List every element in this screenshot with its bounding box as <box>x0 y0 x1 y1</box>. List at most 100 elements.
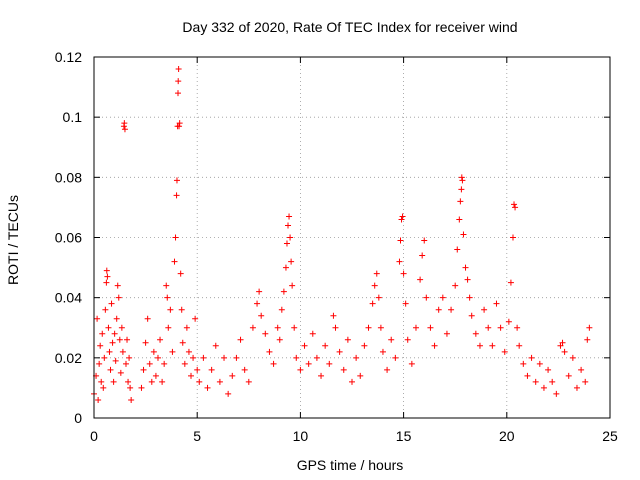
data-point <box>408 360 415 367</box>
data-point <box>466 294 473 301</box>
data-point <box>112 357 119 364</box>
data-point <box>140 366 147 373</box>
data-point <box>326 360 333 367</box>
data-point <box>150 348 157 355</box>
data-point <box>288 258 295 265</box>
data-point <box>216 378 223 385</box>
data-point <box>98 378 105 385</box>
y-tick-label: 0.02 <box>55 350 82 366</box>
data-point <box>501 348 508 355</box>
data-point <box>245 378 252 385</box>
data-point <box>454 246 461 253</box>
data-point <box>305 360 312 367</box>
data-point <box>421 237 428 244</box>
data-point <box>95 396 102 403</box>
data-point <box>412 324 419 331</box>
data-point <box>165 324 172 331</box>
data-point <box>396 258 403 265</box>
data-point <box>291 324 298 331</box>
data-point <box>289 282 296 289</box>
data-point <box>196 378 203 385</box>
data-point <box>221 354 228 361</box>
data-point <box>159 378 166 385</box>
data-point <box>110 378 117 385</box>
data-point <box>179 339 186 346</box>
data-point <box>497 324 504 331</box>
data-point <box>102 306 109 313</box>
data-point <box>138 384 145 391</box>
data-point <box>194 366 201 373</box>
data-point <box>167 306 174 313</box>
data-point <box>573 384 580 391</box>
y-axis-label: ROTI / TECUs <box>5 195 21 285</box>
data-point <box>146 360 153 367</box>
data-point <box>190 354 197 361</box>
data-point <box>476 342 483 349</box>
data-point <box>464 276 471 283</box>
data-point <box>578 366 585 373</box>
data-point <box>256 288 263 295</box>
data-point <box>175 78 182 85</box>
data-point <box>361 342 368 349</box>
data-point <box>448 306 455 313</box>
data-point <box>375 294 382 301</box>
data-point <box>175 66 182 73</box>
data-point <box>173 192 180 199</box>
data-point <box>365 324 372 331</box>
data-point <box>456 216 463 223</box>
data-point <box>258 312 265 319</box>
data-point <box>528 354 535 361</box>
data-point <box>101 354 108 361</box>
data-point <box>417 276 424 283</box>
data-point <box>97 342 104 349</box>
data-point <box>559 339 566 346</box>
data-point <box>514 324 521 331</box>
data-point <box>452 282 459 289</box>
data-point <box>481 306 488 313</box>
data-point <box>545 366 552 373</box>
data-point <box>172 234 179 241</box>
data-point <box>241 366 248 373</box>
data-point <box>176 123 183 130</box>
data-point <box>142 339 149 346</box>
data-point <box>176 120 183 127</box>
data-point <box>107 366 114 373</box>
data-point <box>582 378 589 385</box>
data-point <box>108 300 115 307</box>
data-point <box>157 336 164 343</box>
data-point <box>249 324 256 331</box>
data-point <box>121 126 128 133</box>
data-point <box>126 354 133 361</box>
data-point <box>400 270 407 277</box>
data-point <box>115 294 122 301</box>
data-point <box>116 336 123 343</box>
data-point <box>532 378 539 385</box>
data-point <box>377 324 384 331</box>
data-point <box>212 342 219 349</box>
data-point <box>402 300 409 307</box>
data-point <box>459 177 466 184</box>
x-tick-label: 5 <box>193 428 201 444</box>
data-point <box>121 120 128 127</box>
data-point <box>163 282 170 289</box>
data-point <box>282 264 289 271</box>
data-point <box>509 234 516 241</box>
data-point <box>181 360 188 367</box>
data-point <box>237 336 244 343</box>
x-tick-label: 20 <box>499 428 515 444</box>
data-point <box>512 204 519 211</box>
data-point <box>276 336 283 343</box>
data-point <box>336 348 343 355</box>
data-point <box>435 306 442 313</box>
data-point <box>154 354 161 361</box>
data-point <box>505 318 512 325</box>
data-point <box>183 324 190 331</box>
data-point <box>104 273 111 280</box>
data-point <box>100 384 107 391</box>
y-tick-label: 0.04 <box>55 290 82 306</box>
data-point <box>392 354 399 361</box>
data-point <box>540 384 547 391</box>
data-point <box>423 294 430 301</box>
data-point <box>109 339 116 346</box>
data-point <box>549 378 556 385</box>
